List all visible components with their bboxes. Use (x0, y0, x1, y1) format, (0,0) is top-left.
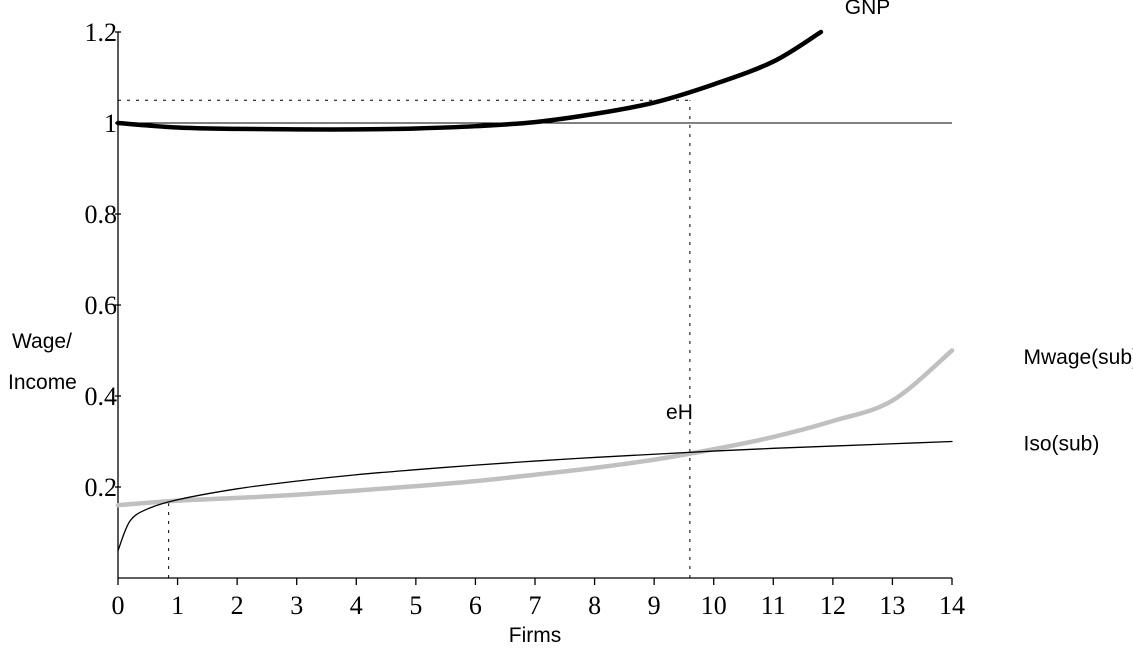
y-axis-label-line-2: Income (8, 371, 77, 394)
x-tick-label: 3 (290, 591, 303, 620)
annotations: eH GNP Mwage(sub) Iso(sub) (666, 0, 1133, 456)
labels: Firms Wage/ Income (8, 330, 561, 647)
y-tick-label: 0.6 (85, 291, 118, 320)
x-tick-label: 4 (350, 591, 363, 620)
y-tick-label: 0.4 (85, 382, 118, 411)
annotation-gnp: GNP (845, 0, 891, 19)
x-tick-label: 7 (529, 591, 542, 620)
x-tick-label: 8 (588, 591, 601, 620)
y-axis-label-line-1: Wage/ (12, 330, 72, 353)
x-tick-label: 6 (469, 591, 482, 620)
x-tick-label: 5 (409, 591, 422, 620)
series-line-iso-sub (117, 440, 953, 552)
annotation-mwage-sub: Mwage(sub) (1023, 346, 1133, 369)
y-tick-label: 0.8 (85, 200, 118, 229)
x-tick-label: 10 (701, 591, 727, 620)
x-tick-label: 9 (648, 591, 661, 620)
series-line-mwage-sub (115, 348, 955, 508)
x-tick-label: 2 (231, 591, 244, 620)
x-tick-label: 11 (761, 591, 786, 620)
series-line-gnp (115, 29, 824, 132)
annotation-iso-sub: Iso(sub) (1023, 433, 1099, 456)
x-axis-label: Firms (509, 624, 561, 647)
y-tick-label: 1.2 (85, 18, 118, 47)
series (115, 29, 955, 552)
annotation-eh: eH (666, 401, 693, 424)
x-tick-label: 12 (820, 591, 846, 620)
x-tick-label: 13 (879, 591, 905, 620)
x-tick-label: 0 (112, 591, 125, 620)
x-tick-label: 14 (939, 591, 965, 620)
ticks: 0 1 2 3 4 5 6 7 8 9 10 11 12 13 140.20.40.60.811.2 (85, 18, 966, 620)
reference-lines (118, 99, 952, 578)
y-tick-label: 1 (104, 109, 117, 138)
x-tick-label: 1 (171, 591, 184, 620)
y-tick-label: 0.2 (85, 473, 118, 502)
